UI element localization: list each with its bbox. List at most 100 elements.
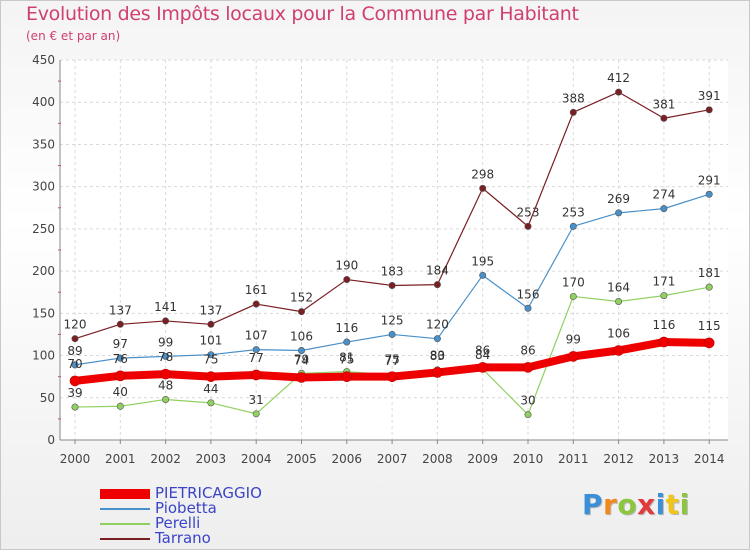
legend-swatch <box>100 489 150 499</box>
x-tick-label: 2004 <box>241 452 272 466</box>
y-tick-label: 50 <box>40 391 55 405</box>
data-point <box>703 337 715 349</box>
data-point <box>524 222 532 230</box>
x-tick-label: 2011 <box>558 452 589 466</box>
logo-letter: i <box>655 488 666 521</box>
data-point <box>115 370 126 382</box>
y-tick-label: 300 <box>32 180 55 194</box>
data-point <box>116 320 124 328</box>
logo-letter: o <box>617 488 638 521</box>
data-label: 412 <box>607 71 630 85</box>
data-label: 298 <box>471 167 494 181</box>
x-tick-label: 2012 <box>603 452 634 466</box>
data-label: 152 <box>290 291 313 305</box>
data-label: 195 <box>471 254 494 268</box>
data-point <box>252 346 260 354</box>
data-point <box>250 369 262 381</box>
data-point <box>205 371 217 382</box>
data-label: 116 <box>652 318 675 332</box>
data-point <box>71 403 79 411</box>
x-tick-label: 2007 <box>377 452 408 466</box>
y-tick-label: 350 <box>32 137 55 151</box>
data-label: 101 <box>199 334 222 348</box>
data-label: 78 <box>158 350 173 364</box>
data-point <box>569 222 577 230</box>
data-label: 30 <box>520 394 535 408</box>
legend-label: Tarrano <box>155 529 211 547</box>
y-tick-label: 250 <box>32 222 55 236</box>
data-label: 120 <box>64 318 87 332</box>
data-label: 86 <box>475 343 490 357</box>
legend-label: PIETRICAGGIO <box>155 484 262 502</box>
x-tick-label: 2006 <box>332 452 363 466</box>
data-label: 107 <box>245 329 268 343</box>
data-label: 388 <box>562 91 585 105</box>
legend-swatch <box>100 508 150 510</box>
data-label: 80 <box>430 348 445 362</box>
legend-label: Perelli <box>155 514 201 532</box>
chart-subtitle: (en € et par an) <box>26 29 121 43</box>
data-label: 137 <box>199 303 222 317</box>
x-tick-label: 2008 <box>422 452 453 466</box>
data-label: 81 <box>339 351 354 365</box>
data-label: 77 <box>384 354 399 368</box>
data-point <box>433 335 441 343</box>
data-point <box>162 352 170 360</box>
data-point <box>116 402 124 410</box>
data-point <box>479 271 487 279</box>
data-label: 381 <box>652 97 675 111</box>
data-point <box>479 184 487 192</box>
y-tick-label: 200 <box>32 264 55 278</box>
data-point <box>162 395 170 403</box>
y-tick-label: 150 <box>32 306 55 320</box>
data-label: 84 <box>475 348 490 362</box>
data-label: 75 <box>384 353 399 367</box>
data-label: 269 <box>607 192 630 206</box>
data-point <box>705 283 713 291</box>
x-tick-label: 2005 <box>286 452 317 466</box>
x-tick-label: 2014 <box>694 452 725 466</box>
data-label: 70 <box>67 357 82 371</box>
data-label: 120 <box>426 318 449 332</box>
logo-letter: t <box>665 488 680 521</box>
data-label: 156 <box>517 287 540 301</box>
data-label: 76 <box>113 352 128 366</box>
data-point <box>569 292 577 300</box>
data-label: 190 <box>335 259 358 273</box>
data-point <box>660 292 668 300</box>
data-point <box>69 375 81 387</box>
data-label: 164 <box>607 281 630 295</box>
data-point <box>660 205 668 213</box>
data-point <box>207 399 215 407</box>
x-tick-label: 2001 <box>105 452 136 466</box>
data-point <box>477 362 489 373</box>
data-point <box>252 410 260 418</box>
logo-letter: P <box>582 488 604 521</box>
data-label: 75 <box>203 353 218 367</box>
data-label: 125 <box>381 313 404 327</box>
data-label: 89 <box>67 344 82 358</box>
data-label: 253 <box>517 205 540 219</box>
data-label: 181 <box>698 266 721 280</box>
data-point <box>660 114 668 122</box>
data-label: 106 <box>607 326 630 340</box>
data-label: 183 <box>381 264 404 278</box>
legend-swatch <box>100 523 150 525</box>
data-point <box>71 335 79 343</box>
data-label: 79 <box>294 352 309 366</box>
data-label: 39 <box>67 386 82 400</box>
data-point <box>524 411 532 419</box>
data-label: 291 <box>698 173 721 187</box>
chart-title: Evolution des Impôts locaux pour la Comm… <box>26 3 579 25</box>
data-label: 48 <box>158 378 173 392</box>
data-label: 184 <box>426 264 449 278</box>
data-point <box>386 371 398 382</box>
data-point <box>522 362 534 373</box>
data-point <box>252 300 260 308</box>
data-point <box>569 108 577 116</box>
x-tick-label: 2013 <box>649 452 680 466</box>
y-tick-label: 0 <box>47 433 55 447</box>
data-point <box>613 345 624 356</box>
data-point <box>615 209 623 217</box>
data-label: 44 <box>203 382 218 396</box>
